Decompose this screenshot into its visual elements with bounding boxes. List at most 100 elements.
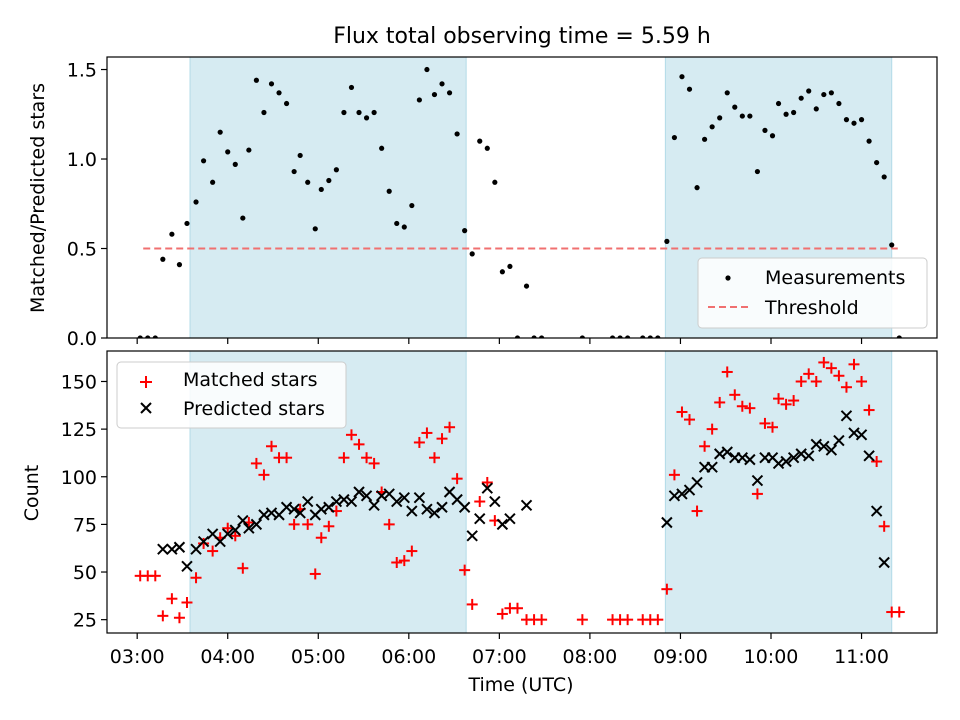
predicted-star-point (870, 505, 883, 517)
measurement-point (579, 335, 585, 338)
legend-marker-measurements (725, 275, 731, 281)
measurement-point (371, 109, 377, 116)
matched-star-point (444, 421, 456, 433)
measurement-point (469, 251, 475, 257)
predicted-star-point (863, 450, 875, 462)
measurement-point (379, 145, 385, 151)
top-x-axis (136, 338, 863, 344)
predicted-star-point (360, 490, 373, 502)
measurement-point (291, 168, 297, 175)
matched-star-point (536, 614, 548, 626)
bottom-x-axis: 03:00 04:00 05:00 06:00 07:00 08:00 09:00 10:00… (110, 633, 889, 668)
measurement-point (775, 100, 782, 107)
matched-star-point (788, 395, 800, 407)
matched-star-point (676, 406, 688, 418)
measurement-point (769, 133, 776, 139)
measurement-point (333, 167, 339, 173)
predicted-star-point (288, 503, 300, 515)
matched-star-point (265, 440, 277, 452)
matched-star-point (281, 452, 293, 464)
predicted-star-point (157, 543, 169, 555)
measurement-point (431, 91, 438, 98)
matched-star-point (871, 456, 883, 468)
predicted-star-point (243, 522, 255, 534)
bottom-y-tick-label: 25 (73, 610, 97, 632)
measurement-point (305, 179, 311, 185)
measurement-point (754, 168, 761, 175)
measurement-point (318, 186, 324, 193)
matched-star-point (893, 606, 905, 618)
measurement-point (499, 269, 505, 275)
matched-star-point (421, 427, 433, 439)
x-axis-label: Time (UTC) (467, 674, 573, 696)
bottom-y-tick-label: 125 (61, 419, 97, 441)
predicted-star-point (691, 476, 703, 489)
measurement-point (655, 335, 661, 338)
predicted-star-point (787, 451, 800, 464)
measurement-point (739, 113, 745, 119)
measurement-point (806, 88, 812, 94)
measurement-point (454, 131, 460, 137)
measurement-point (762, 127, 768, 133)
predicted-star-point (833, 434, 845, 447)
predicted-star-point (353, 486, 365, 498)
matched-star-point (691, 505, 703, 517)
count-points (134, 356, 905, 626)
measurement-point (881, 174, 887, 180)
matched-star-point (398, 555, 410, 567)
predicted-star-point (345, 495, 358, 508)
matched-star-point (759, 417, 771, 429)
predicted-star-point (751, 474, 764, 487)
matched-star-point (181, 597, 193, 609)
predicted-star-point (474, 512, 486, 525)
bottom-y-axis-label: Count (21, 465, 43, 521)
shaded-interval-1 (189, 56, 467, 339)
matched-star-point (436, 433, 448, 445)
matched-star-point (288, 518, 300, 530)
predicted-star-point (855, 429, 868, 441)
matched-star-point (173, 612, 185, 624)
measurement-point (709, 124, 715, 130)
measurement-point (439, 81, 445, 87)
predicted-star-point (413, 492, 426, 504)
measurement-point (416, 97, 422, 103)
measurement-point (297, 152, 303, 159)
matched-star-point (767, 421, 779, 433)
measurement-point (625, 335, 631, 338)
measurement-point (514, 335, 521, 338)
measurement-point (798, 95, 804, 101)
x-tick-label: 08:00 (563, 646, 618, 668)
top-legend: Measurements Threshold (697, 257, 928, 329)
matched-star-point (368, 457, 380, 469)
measurement-point (609, 335, 616, 338)
measurement-point (356, 109, 362, 116)
predicted-star-point (744, 453, 756, 466)
matched-star-point (406, 545, 418, 557)
predicted-star-point (294, 507, 306, 519)
matched-star-point (258, 469, 270, 481)
predicted-star-point (302, 495, 314, 508)
x-tick-label: 05:00 (291, 646, 346, 668)
predicted-star-point (173, 541, 186, 553)
top-y-tick-label: 0.0 (67, 328, 97, 350)
bottom-y-tick-label: 50 (73, 562, 97, 584)
measurement-point (184, 220, 190, 227)
matched-star-point (840, 381, 852, 393)
matched-star-point (302, 518, 314, 530)
predicted-star-point (706, 461, 718, 473)
matched-star-point (413, 436, 425, 448)
predicted-star-point (398, 492, 410, 504)
measurement-point (664, 238, 670, 244)
measurement-point (671, 134, 678, 141)
predicted-star-point (323, 501, 335, 513)
matched-star-point (391, 557, 403, 568)
bottom-panel: 25 50 75 100 125 150 03:00 04:00 05:00 06:00 07:0… (21, 350, 938, 696)
predicted-star-point (780, 455, 792, 468)
measurement-point (462, 228, 468, 234)
matched-star-point (353, 438, 365, 450)
measurement-point (169, 231, 175, 237)
top-y-tick-label: 1.5 (67, 60, 97, 82)
measurement-points (137, 66, 902, 338)
measurement-point (176, 262, 183, 268)
